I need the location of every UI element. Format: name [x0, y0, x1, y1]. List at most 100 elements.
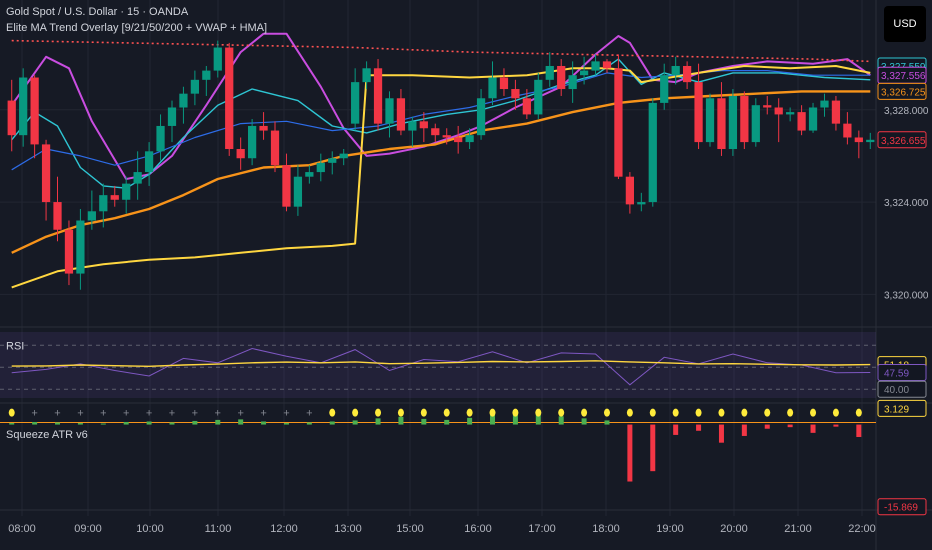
time-tick-label: 16:00: [464, 523, 492, 535]
candle-body: [202, 70, 211, 80]
squeeze-dot: [329, 408, 336, 417]
momentum-bar: [329, 421, 335, 425]
candle-body: [843, 123, 852, 138]
candle-body: [797, 112, 806, 131]
candle-body: [648, 102, 657, 203]
candle-body: [373, 68, 383, 124]
rsi-title: RSI: [6, 341, 24, 353]
candle-body: [236, 149, 245, 159]
momentum-bar: [673, 424, 679, 435]
candle-body: [763, 105, 772, 108]
candle-body: [602, 61, 612, 69]
squeeze-dot: [535, 408, 542, 417]
candle-body: [87, 211, 96, 221]
squeeze-dot: [810, 408, 817, 417]
momentum-bar: [215, 419, 221, 425]
candle-body: [110, 195, 119, 200]
squeeze-title: Squeeze ATR v6: [6, 429, 88, 441]
time-tick-label: 08:00: [8, 523, 36, 535]
candle-body: [614, 68, 623, 177]
momentum-bar: [490, 414, 496, 425]
candle-body: [682, 65, 692, 83]
momentum-bar: [810, 424, 816, 433]
time-tick-label: 22:00: [848, 523, 876, 535]
momentum-bar: [352, 420, 358, 425]
candle-body: [866, 139, 875, 143]
squeeze-label: 3.129: [884, 404, 909, 415]
candle-body: [316, 162, 325, 173]
momentum-bar: [604, 420, 610, 425]
rsi-label-box: [877, 380, 927, 398]
candle-body: [133, 172, 142, 184]
momentum-bar: [467, 417, 473, 425]
momentum-bar: [9, 423, 15, 425]
squeeze-cross: +: [146, 408, 152, 420]
momentum-bar: [650, 424, 656, 472]
squeeze-dot: [855, 408, 862, 417]
candle-body: [30, 77, 39, 145]
candle-body: [557, 65, 566, 90]
rsi-line: [11, 347, 871, 386]
symbol-title: Gold Spot / U.S. Dollar · 15 · OANDA: [6, 6, 189, 18]
squeeze-cross: +: [215, 408, 221, 420]
candle-body: [41, 144, 51, 203]
momentum-bar: [741, 424, 747, 436]
candle-body: [179, 93, 188, 108]
time-tick-label: 17:00: [528, 523, 556, 535]
time-tick-label: 15:00: [396, 523, 424, 535]
candle-body: [442, 135, 451, 138]
price-label: 3,326.655: [881, 136, 926, 147]
momentum-bar: [421, 418, 427, 425]
candle-body: [167, 107, 177, 126]
candle-body: [53, 202, 62, 230]
squeeze-label-box: [877, 498, 927, 516]
candle-body: [671, 65, 680, 76]
time-tick-label: 21:00: [784, 523, 812, 535]
candle-body: [247, 125, 257, 159]
time-tick-label: 13:00: [334, 523, 362, 535]
squeeze-dot: [741, 408, 748, 417]
squeeze-label: -15.869: [884, 503, 918, 514]
price-label-box: [877, 131, 927, 149]
candle-body: [591, 61, 600, 71]
momentum-bar: [512, 410, 518, 425]
rsi-label: 40.00: [884, 385, 909, 396]
candle-body: [156, 125, 165, 152]
candle-body: [774, 107, 783, 115]
currency-button[interactable]: USD: [884, 6, 926, 42]
candle-body: [64, 229, 74, 274]
candle-body: [213, 47, 222, 71]
momentum-bar: [833, 424, 839, 427]
candle-body: [76, 220, 85, 274]
momentum-bar: [306, 422, 312, 425]
candle-body: [705, 98, 715, 143]
time-tick-label: 20:00: [720, 523, 748, 535]
time-tick-label: 11:00: [205, 523, 232, 535]
candle-body: [408, 121, 417, 131]
momentum-bar: [581, 418, 587, 425]
price-tick-label: 3,320.000: [884, 290, 929, 301]
candle-body: [568, 75, 577, 90]
indicator-title: Elite MA Trend Overlay [9/21/50/200 + VW…: [6, 22, 268, 34]
squeeze-dot: [397, 408, 404, 417]
momentum-bar: [169, 422, 175, 425]
squeeze-cross: +: [31, 408, 37, 420]
price-label-box: [877, 82, 927, 100]
squeeze-cross: +: [54, 408, 60, 420]
momentum-bar: [375, 418, 381, 425]
candle-body: [19, 77, 28, 136]
squeeze-cross: +: [169, 408, 175, 420]
momentum-bar: [398, 416, 404, 425]
candle-body: [854, 137, 863, 143]
rsi_ma-line: [11, 360, 871, 368]
squeeze-dot: [466, 408, 473, 417]
candle-body: [522, 98, 531, 115]
candle-body: [660, 75, 669, 103]
rsi-label: 47.59: [884, 369, 909, 380]
candle-body: [740, 95, 749, 143]
squeeze-dot: [489, 408, 496, 417]
momentum-bar: [764, 424, 770, 429]
candle-body: [293, 176, 303, 207]
squeeze-dot: [443, 408, 450, 417]
